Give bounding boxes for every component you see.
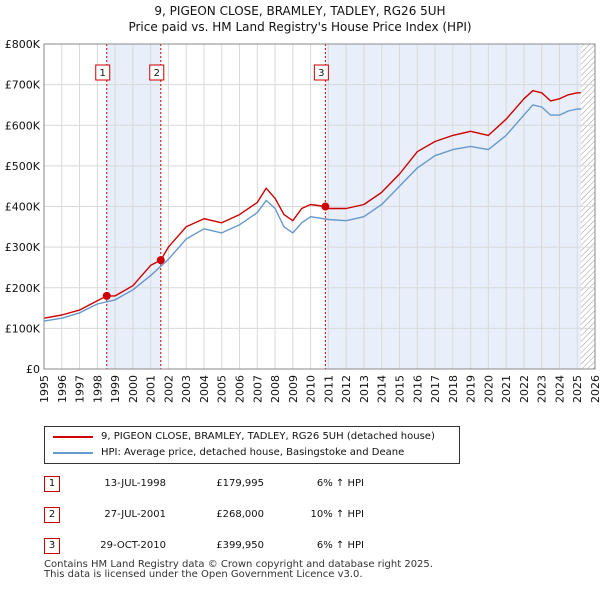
- x-tick-label: 1995: [38, 375, 51, 403]
- y-tick-label: £700K: [5, 79, 41, 92]
- sale-badge: 3: [44, 538, 60, 554]
- x-tick-label: 2006: [234, 375, 247, 403]
- sale-date: 13-JUL-1998: [104, 478, 166, 489]
- y-tick-label: £200K: [5, 282, 41, 295]
- sale-marker-label: 2: [154, 68, 160, 79]
- sale-point: [321, 202, 330, 211]
- y-tick-label: £500K: [5, 160, 41, 173]
- price-chart: 1 2 3 £0 £100K £200K £300K £400K £500K £600K £700…: [5, 38, 600, 403]
- x-tick-label: 2005: [216, 375, 229, 403]
- x-tick-label: 2019: [465, 375, 478, 403]
- sale-hpi-change: 10% ↑ HPI: [310, 509, 364, 520]
- y-tick-label: £600K: [5, 119, 41, 132]
- sale-marker: 2: [149, 64, 165, 81]
- sale-price: £179,995: [216, 478, 264, 489]
- x-tick-label: 1998: [91, 375, 104, 403]
- sale-row: 2 27-JUL-2001 £268,000 10% ↑ HPI: [44, 507, 444, 523]
- x-tick-label: 2013: [358, 375, 371, 403]
- sale-marker: 1: [95, 64, 111, 81]
- sale-price: £399,950: [216, 540, 264, 551]
- legend-label-hpi: HPI: Average price, detached house, Basi…: [101, 447, 405, 458]
- x-tick-label: 2024: [553, 375, 566, 403]
- legend-swatch-hpi: [53, 452, 93, 454]
- x-tick-label: 2002: [162, 375, 175, 403]
- x-tick-label: 1999: [109, 375, 122, 403]
- x-tick-label: 2023: [536, 375, 549, 403]
- legend: 9, PIGEON CLOSE, BRAMLEY, TADLEY, RG26 5…: [44, 426, 460, 464]
- legend-swatch-property: [53, 436, 93, 438]
- x-tick-label: 2018: [447, 375, 460, 403]
- chart-title-line-2: Price paid vs. HM Land Registry's House …: [128, 20, 472, 34]
- x-tick-label: 2020: [482, 375, 495, 403]
- sale-point: [156, 256, 165, 265]
- sale-date: 29-OCT-2010: [100, 540, 166, 551]
- legend-label-property: 9, PIGEON CLOSE, BRAMLEY, TADLEY, RG26 5…: [101, 431, 435, 442]
- x-tick-label: 2022: [518, 375, 531, 403]
- series-line-hpi: [43, 104, 581, 322]
- sale-price: £268,000: [216, 509, 264, 520]
- sale-marker-box: [95, 64, 111, 81]
- sale-hpi-change: 6% ↑ HPI: [316, 478, 364, 489]
- x-tick-label: 2000: [127, 375, 140, 403]
- x-tick-label: 2017: [429, 375, 442, 403]
- y-tick-label: £800K: [5, 38, 41, 51]
- x-tick-label: 2025: [571, 375, 584, 403]
- sale-marker-box: [149, 64, 165, 81]
- x-tick-label: 2014: [376, 375, 389, 403]
- x-tick-label: 2021: [500, 375, 513, 403]
- x-tick-label: 2010: [305, 375, 318, 403]
- y-tick-label: £300K: [5, 241, 41, 254]
- x-tick-label: 2015: [393, 375, 406, 403]
- x-tick-label: 2016: [411, 375, 424, 403]
- sale-badge: 1: [44, 476, 60, 492]
- sale-point: [102, 291, 111, 300]
- chart-title-line-1: 9, PIGEON CLOSE, BRAMLEY, TADLEY, RG26 5…: [154, 4, 446, 18]
- x-tick-label: 2003: [180, 375, 193, 403]
- x-tick-label: 2011: [322, 375, 335, 403]
- x-tick-label: 2001: [145, 375, 158, 403]
- sale-row: 3 29-OCT-2010 £399,950 6% ↑ HPI: [44, 538, 444, 554]
- x-tick-label: 1996: [56, 375, 69, 403]
- series-line-property: [43, 89, 581, 319]
- sale-date: 27-JUL-2001: [104, 509, 166, 520]
- footer-copyright: Contains HM Land Registry data © Crown c…: [44, 559, 433, 570]
- y-tick-label: £100K: [5, 322, 41, 335]
- x-tick-label: 2004: [198, 375, 211, 403]
- y-tick-label: £400K: [5, 201, 41, 214]
- footer: Contains HM Land Registry data © Crown c…: [44, 560, 433, 580]
- sale-badge: 2: [44, 507, 60, 523]
- plot-frame: [43, 43, 596, 370]
- x-tick-label: 2008: [269, 375, 282, 403]
- chart-title: 9, PIGEON CLOSE, BRAMLEY, TADLEY, RG26 5…: [0, 3, 600, 35]
- sale-marker: 3: [313, 64, 329, 81]
- x-tick-label: 2012: [340, 375, 353, 403]
- sale-hpi-change: 6% ↑ HPI: [316, 540, 364, 551]
- sale-marker-label: 1: [100, 68, 106, 79]
- x-tick-label: 2007: [251, 375, 264, 403]
- x-tick-label: 1997: [74, 375, 87, 403]
- x-tick-label: 2026: [589, 375, 600, 403]
- sale-marker-label: 3: [318, 68, 324, 79]
- sale-row: 1 13-JUL-1998 £179,995 6% ↑ HPI: [44, 476, 444, 492]
- x-tick-label: 2009: [287, 375, 300, 403]
- footer-licence: This data is licensed under the Open Gov…: [44, 569, 363, 580]
- sale-marker-box: [313, 64, 329, 81]
- y-tick-label: £0: [26, 363, 40, 376]
